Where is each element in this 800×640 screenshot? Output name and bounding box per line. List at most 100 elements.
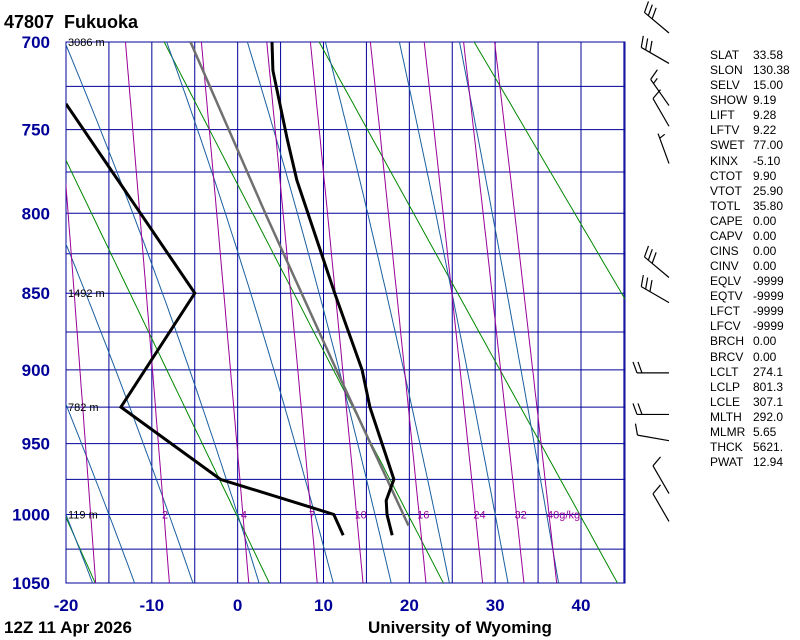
wind-barb-full — [650, 69, 658, 80]
stat-key: LFTV — [710, 123, 740, 138]
wind-barb-full — [652, 456, 661, 467]
moist-adiabat — [166, 42, 334, 583]
wind-barb-full — [651, 252, 657, 264]
temperature-tick-label: 20 — [400, 596, 419, 615]
stat-row-eqtv: EQTV -9999 — [710, 289, 790, 304]
stat-key: EQTV — [710, 289, 743, 304]
moist-adiabat — [458, 42, 560, 583]
stat-key: BRCV — [710, 349, 744, 364]
wind-barbs — [632, 1, 670, 522]
wind-barb-full — [640, 35, 644, 48]
mixing-ratio-line — [369, 42, 427, 583]
stat-key: MLTH — [710, 409, 742, 424]
wind-barb-full — [652, 89, 661, 99]
wind-barb-half — [653, 78, 658, 84]
dry-adiabat — [163, 42, 444, 583]
wind-barb-full — [647, 248, 653, 261]
stat-row-lclt: LCLT 274.1 — [710, 365, 790, 380]
stat-value: 15.00 — [753, 78, 784, 93]
stat-value: 292.0 — [753, 409, 784, 424]
stat-key: SLON — [710, 63, 743, 78]
pressure-tick-label: 950 — [22, 435, 50, 454]
stat-row-thck: THCK 5621. — [710, 440, 790, 455]
wind-barb — [634, 423, 670, 442]
wind-barb — [652, 484, 670, 522]
wind-barb — [652, 89, 670, 127]
stat-value: 274.1 — [753, 364, 784, 379]
wind-barb — [650, 69, 670, 106]
dewpoint-line — [66, 102, 345, 536]
mixing-ratio-label: 40g/kg — [547, 510, 580, 522]
mixing-ratio-line — [0, 24, 7, 597]
stat-value: -9999 — [753, 304, 784, 319]
stat-row-totl: TOTL 35.80 — [710, 199, 790, 214]
wind-barb-full — [645, 38, 649, 51]
wind-staff — [640, 286, 670, 304]
wind-barb — [640, 35, 670, 64]
stat-value: -9999 — [753, 274, 784, 289]
wind-barb-full — [647, 4, 653, 16]
stat-value: 0.00 — [753, 259, 777, 274]
sounding-indices-panel: SLAT 33.58 SLON 130.38 SELV 15.00 SHOW 9.19 LIFT… — [710, 48, 790, 470]
stat-row-lfcv: LFCV -9999 — [710, 319, 790, 334]
stat-row-lfct: LFCT -9999 — [710, 304, 790, 319]
stat-key: SELV — [710, 78, 740, 93]
stat-row-eqlv: EQLV -9999 — [710, 274, 790, 289]
wind-staff — [644, 256, 670, 278]
pressure-tick-label: 1050 — [12, 574, 50, 593]
stat-value: -9999 — [753, 289, 784, 304]
wind-barb-full — [640, 274, 644, 287]
stat-row-capv: CAPV 0.00 — [710, 229, 790, 244]
mixing-ratio-line — [463, 42, 525, 583]
stat-row-vtot: VTOT 25.90 — [710, 184, 790, 199]
grid-layer — [65, 41, 626, 584]
stat-value: -9999 — [753, 319, 784, 334]
stat-value: 0.00 — [753, 349, 777, 364]
stat-value: 25.90 — [753, 183, 784, 198]
stat-row-ctot: CTOT 9.90 — [710, 169, 790, 184]
stat-row-slat: SLAT 33.58 — [710, 48, 790, 63]
temperature-tick-label: 30 — [486, 596, 505, 615]
mixing-ratio-label: 24 — [473, 510, 485, 522]
stat-value: 77.00 — [753, 138, 784, 153]
stat-row-cape: CAPE 0.00 — [710, 214, 790, 229]
stat-row-lift: LIFT 9.28 — [710, 108, 790, 123]
stat-key: LFCT — [710, 304, 740, 319]
stat-value: 33.58 — [753, 48, 784, 62]
temperature-line — [270, 42, 396, 536]
mixing-ratio-line — [66, 179, 97, 583]
wind-barb — [657, 133, 670, 164]
wind-barb-full — [652, 484, 661, 495]
pressure-tick-label: 700 — [22, 33, 50, 52]
wind-barb-full — [643, 245, 650, 258]
stat-key: LCLP — [710, 379, 741, 394]
parcel-line — [189, 42, 410, 527]
wind-barb — [640, 274, 670, 304]
stat-row-show: SHOW 9.19 — [710, 93, 790, 108]
station-id: 47807 — [4, 12, 54, 32]
stat-key: CINS — [710, 244, 739, 259]
stat-key: TOTL — [710, 198, 741, 213]
stat-row-lftv: LFTV 9.22 — [710, 123, 790, 138]
stat-value: 9.19 — [753, 93, 777, 108]
sounding-series — [66, 42, 410, 536]
stat-value: 9.22 — [753, 123, 777, 138]
moist-adiabat — [66, 242, 194, 583]
dry-adiabat — [318, 42, 619, 583]
wind-barb-full — [643, 1, 650, 13]
wind-barb-full — [649, 279, 653, 292]
stat-key: LFCV — [710, 319, 741, 334]
wind-staff — [657, 133, 670, 164]
mixing-ratio-line — [200, 42, 250, 583]
pressure-tick-label: 750 — [22, 121, 50, 140]
wind-barb-full — [632, 403, 638, 415]
stat-key: MLMR — [710, 424, 746, 439]
pressure-tick-label: 850 — [22, 284, 50, 303]
stat-key: LCLT — [710, 364, 739, 379]
stat-key: BRCH — [710, 334, 745, 349]
moist-adiabats — [66, 42, 560, 583]
temperature-tick-label: 10 — [314, 596, 333, 615]
wind-staff — [640, 46, 670, 64]
stat-row-kinx: KINX -5.10 — [710, 154, 790, 169]
temperature-tick-label: 0 — [233, 596, 242, 615]
